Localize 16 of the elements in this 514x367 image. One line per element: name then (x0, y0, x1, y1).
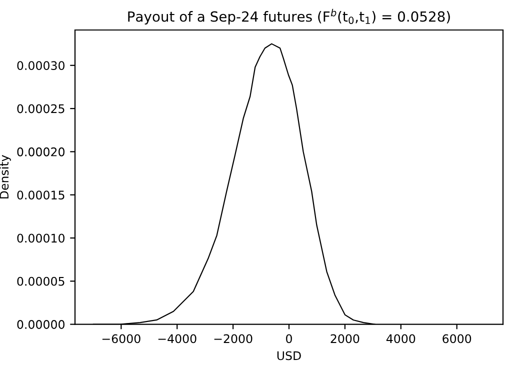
y-tick-label: 0.00000 (17, 320, 64, 329)
x-tick-label: 0 (286, 334, 292, 344)
x-axis-title: USD (277, 351, 301, 360)
x-tick-label: 4000 (386, 334, 416, 344)
y-tick-label: 0.00005 (17, 276, 64, 286)
chart-title: Payout of a Sep-24 futures (F$^{b}$(t$_{0}$,t$_{1}$) = 0.0528) (128, 8, 450, 24)
x-tick-label: 6000 (442, 334, 472, 344)
x-tick-label: −2000 (214, 334, 252, 344)
x-tick-label: −6000 (102, 334, 140, 344)
y-tick-label: 0.00010 (17, 234, 64, 243)
y-tick-label: 0.00030 (17, 61, 64, 70)
x-tick-label: −4000 (158, 334, 196, 344)
y-tick-label: 0.00020 (17, 147, 64, 156)
y-tick-label: 0.00015 (17, 190, 64, 200)
y-tick-label: 0.00025 (17, 104, 64, 114)
x-tick-label: 2000 (330, 334, 360, 344)
